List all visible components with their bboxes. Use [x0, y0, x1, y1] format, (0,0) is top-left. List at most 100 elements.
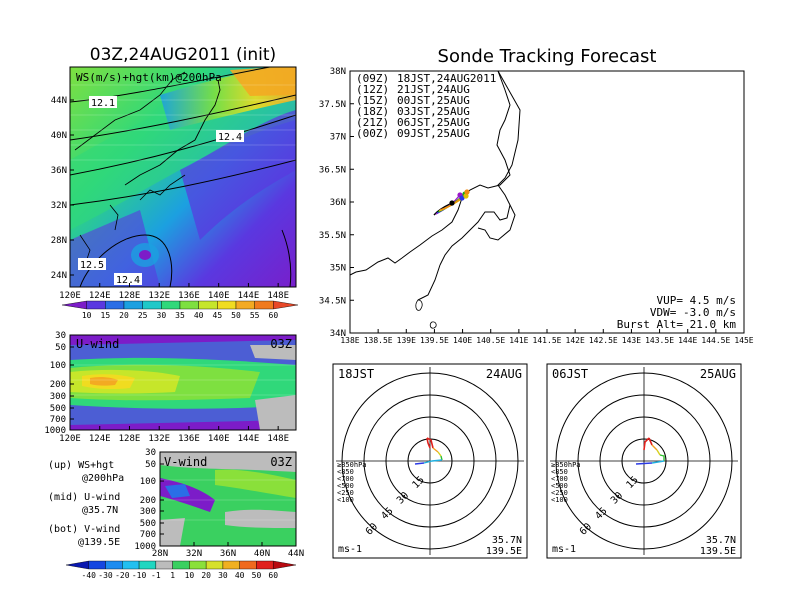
lon-tick-label: 144.5E — [701, 336, 730, 345]
note-bot-sub: @139.5E — [78, 537, 120, 548]
colorbar-label: 35 — [175, 311, 185, 320]
level-legend: <250 — [337, 489, 354, 497]
launch-jst: 18JST,24AUG2011 — [397, 72, 496, 85]
lon-tick-label: 140E — [208, 434, 230, 444]
launch-utc: (21Z) — [356, 116, 389, 129]
lat-tick-label: 36.5N — [319, 165, 346, 175]
pressure-tick-label: 100 — [50, 361, 66, 371]
lon-tick-label: 143E — [622, 336, 641, 345]
lon-tick-label: 120E — [59, 291, 81, 301]
lon-tick-label: 140E — [208, 291, 230, 301]
ws-lat-ticks: 44N 40N 36N 32N 28N 24N — [51, 96, 74, 281]
colorbar-label: -1 — [151, 571, 161, 580]
hodo-trace — [635, 437, 665, 465]
launch-legend: (09Z) 18JST,24AUG2011 (12Z) 21JST,24AUG (15Z… — [356, 72, 496, 140]
lon-tick-label: 136E — [178, 434, 200, 444]
pressure-tick-label: 1000 — [44, 426, 66, 436]
note-bot: (bot) V-wind — [48, 524, 120, 535]
vdw-text: VDW= -3.0 m/s — [650, 306, 736, 319]
colorbar-swatch — [179, 300, 199, 310]
launch-utc: (00Z) — [356, 127, 389, 140]
lat-tick-label: 32N — [51, 201, 67, 211]
burst-point — [449, 200, 455, 206]
hodo-lon: 139.5E — [700, 546, 736, 557]
vup-text: VUP= 4.5 m/s — [657, 294, 736, 307]
colorbar-swatch — [254, 300, 274, 310]
pressure-tick-label: 700 — [50, 415, 66, 425]
colorbar-label: 10 — [185, 571, 195, 580]
lat-tick-label: 37.5N — [319, 100, 346, 110]
burst-point — [463, 193, 469, 199]
colorbar-label: 40 — [194, 311, 204, 320]
lon-tick-label: 124E — [89, 434, 111, 444]
note-up-sub: @200hPa — [82, 473, 124, 484]
level-legend: <250 — [551, 489, 568, 497]
ws-map-title: 03Z,24AUG2011 (init) — [90, 45, 276, 65]
lon-tick-label: 132E — [148, 291, 170, 301]
v-wind-label: V-wind — [164, 455, 207, 469]
pressure-tick-label: 30 — [145, 448, 156, 458]
lon-tick-label: 140.5E — [476, 336, 505, 345]
colorbar-label: 15 — [101, 311, 111, 320]
pressure-tick-label: 300 — [50, 392, 66, 402]
colorbar-label: 20 — [119, 311, 129, 320]
colorbar-label: 50 — [252, 571, 262, 580]
colorbar-swatch — [122, 560, 140, 570]
colorbar-label: 20 — [201, 571, 211, 580]
note-mid: (mid) U-wind — [48, 492, 120, 503]
lon-tick-label: 140E — [453, 336, 472, 345]
panel-legend-notes: (up) WS+hgt @200hPa (mid) U-wind @35.7N … — [48, 460, 124, 548]
pressure-tick-label: 700 — [140, 530, 156, 540]
lon-tick-label: 139E — [397, 336, 416, 345]
colorbar-swatch — [239, 560, 257, 570]
hodo-units: ms-1 — [552, 544, 576, 555]
level-legend: <500 — [337, 482, 354, 490]
sonde-lon-ticks: 138E 138.5E 139E 139.5E 140E 140.5E 141E 141.5E… — [340, 329, 754, 345]
pressure-tick-label: 50 — [145, 460, 156, 470]
pressure-tick-label: 200 — [140, 496, 156, 506]
v-colorbar: -40 -30 -20 -10 -1 1 10 20 30 40 50 60 — [65, 560, 297, 580]
hodo-time: 06JST — [552, 367, 588, 381]
lat-tick-label: 37N — [330, 133, 346, 143]
colorbar-label: 50 — [231, 311, 241, 320]
lat-tick-label: 36N — [330, 198, 346, 208]
pressure-tick-label: 100 — [140, 477, 156, 487]
pressure-tick-label: 50 — [55, 343, 66, 353]
hodo-units: ms-1 — [338, 544, 362, 555]
hodograph-18jst: 18JST 24AUG ms-1 35.7N 139.5E 15304560≥8… — [332, 363, 528, 559]
lon-tick-label: 143.5E — [645, 336, 674, 345]
launch-jst: 06JST,25AUG — [397, 116, 470, 129]
lon-tick-label: 138.5E — [364, 336, 393, 345]
lat-tick-label: 34.5N — [319, 296, 346, 306]
lat-tick-label: 38N — [330, 67, 346, 77]
colorbar-swatch — [61, 300, 87, 310]
colorbar-label: -30 — [98, 571, 113, 580]
colorbar-label: 55 — [250, 311, 260, 320]
pressure-tick-label: 200 — [50, 380, 66, 390]
level-legend: <700 — [551, 475, 568, 483]
ws-map-panel: 03Z,24AUG2011 (init) — [51, 45, 299, 320]
launch-utc: (15Z) — [356, 94, 389, 107]
ws-lon-ticks: 120E 124E 128E 132E 136E 140E 144E 148E — [59, 283, 289, 301]
lon-tick-label: 120E — [59, 434, 81, 444]
note-mid-sub: @35.7N — [82, 505, 118, 516]
colorbar-label: 40 — [235, 571, 245, 580]
lat-tick-label: 36N — [220, 549, 236, 559]
hodo-lon: 139.5E — [486, 546, 522, 557]
hodo-lat: 35.7N — [706, 535, 736, 546]
colorbar-label: -40 — [82, 571, 97, 580]
lat-tick-label: 34N — [330, 329, 346, 339]
contour-label: 12.5 — [80, 260, 104, 271]
launch-jst: 03JST,25AUG — [397, 105, 470, 118]
lon-tick-label: 141.5E — [533, 336, 562, 345]
colorbar-label: 60 — [269, 311, 279, 320]
sonde-coastline — [349, 70, 521, 329]
colorbar-swatch — [273, 560, 297, 570]
hodo-lat: 35.7N — [492, 535, 522, 546]
level-legend: ≥850hPa — [551, 461, 581, 469]
pressure-tick-label: 500 — [140, 519, 156, 529]
note-up: (up) WS+hgt — [48, 460, 114, 471]
